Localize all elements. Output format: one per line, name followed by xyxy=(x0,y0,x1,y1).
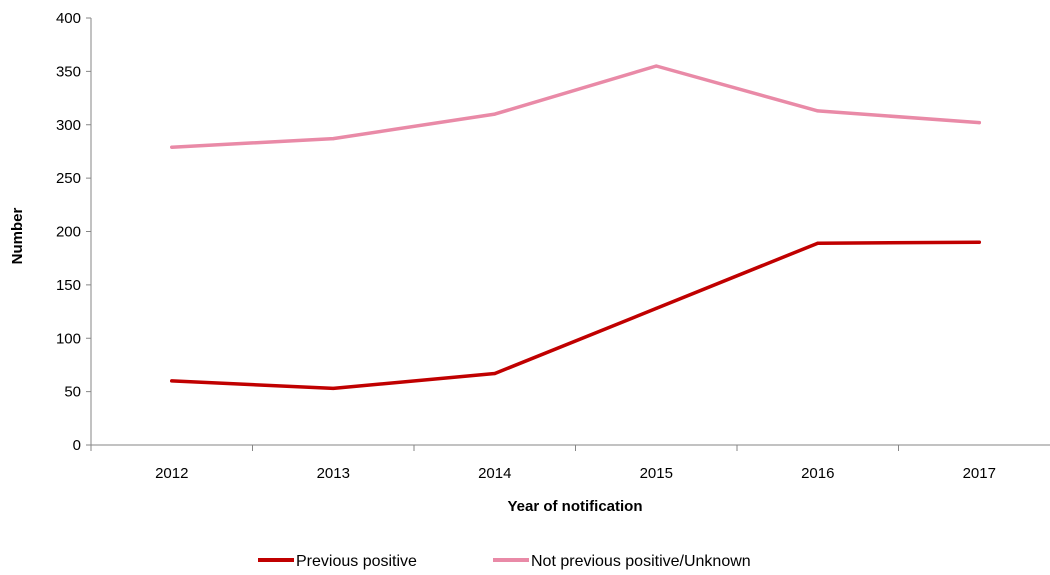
series-layer xyxy=(170,64,982,391)
data-point-not-previous-positive-unknown-2017 xyxy=(977,121,981,125)
data-point-previous-positive-2017 xyxy=(977,240,981,244)
y-tick-label-200: 200 xyxy=(56,224,81,241)
data-point-previous-positive-2013 xyxy=(331,386,335,391)
x-axis-ticks: 2012 2013 2014 2015 2016 2017 xyxy=(90,445,996,482)
data-point-not-previous-positive-unknown-2013 xyxy=(331,137,335,141)
series-line-previous-positive xyxy=(170,240,982,391)
data-point-not-previous-positive-unknown-2012 xyxy=(170,145,174,149)
legend-label-previous-positive: Previous positive xyxy=(296,553,417,570)
y-tick-label-150: 150 xyxy=(56,277,81,294)
y-axis-title: Number xyxy=(9,208,26,265)
data-point-previous-positive-2015 xyxy=(654,306,658,310)
y-tick-label-300: 300 xyxy=(56,117,81,134)
legend: Previous positive Not previous positive/… xyxy=(258,553,751,570)
y-tick-label-100: 100 xyxy=(56,330,81,347)
x-tick-label-2016: 2016 xyxy=(801,465,834,482)
y-axis-ticks: 0 50 100 150 200 250 300 350 400 xyxy=(56,10,91,454)
data-point-not-previous-positive-unknown-2014 xyxy=(493,112,497,116)
series-line-not-previous-positive-unknown xyxy=(170,64,982,149)
data-point-previous-positive-2016 xyxy=(816,241,820,245)
data-point-previous-positive-2012 xyxy=(170,379,174,383)
data-point-previous-positive-2014 xyxy=(493,371,497,376)
x-tick-label-2013: 2013 xyxy=(317,465,350,482)
data-point-not-previous-positive-unknown-2016 xyxy=(816,109,820,113)
y-tick-label-0: 0 xyxy=(73,437,81,454)
data-point-not-previous-positive-unknown-2015 xyxy=(654,64,658,68)
x-axis-title: Year of notification xyxy=(507,498,642,515)
x-tick-label-2014: 2014 xyxy=(478,465,511,482)
x-tick-label-2017: 2017 xyxy=(963,465,996,482)
y-tick-label-400: 400 xyxy=(56,10,81,27)
y-tick-label-250: 250 xyxy=(56,170,81,187)
y-tick-label-50: 50 xyxy=(64,384,81,401)
x-tick-label-2015: 2015 xyxy=(640,465,673,482)
y-tick-label-350: 350 xyxy=(56,63,81,80)
x-tick-label-2012: 2012 xyxy=(155,465,188,482)
legend-label-not-previous-positive-unknown: Not previous positive/Unknown xyxy=(531,553,751,570)
